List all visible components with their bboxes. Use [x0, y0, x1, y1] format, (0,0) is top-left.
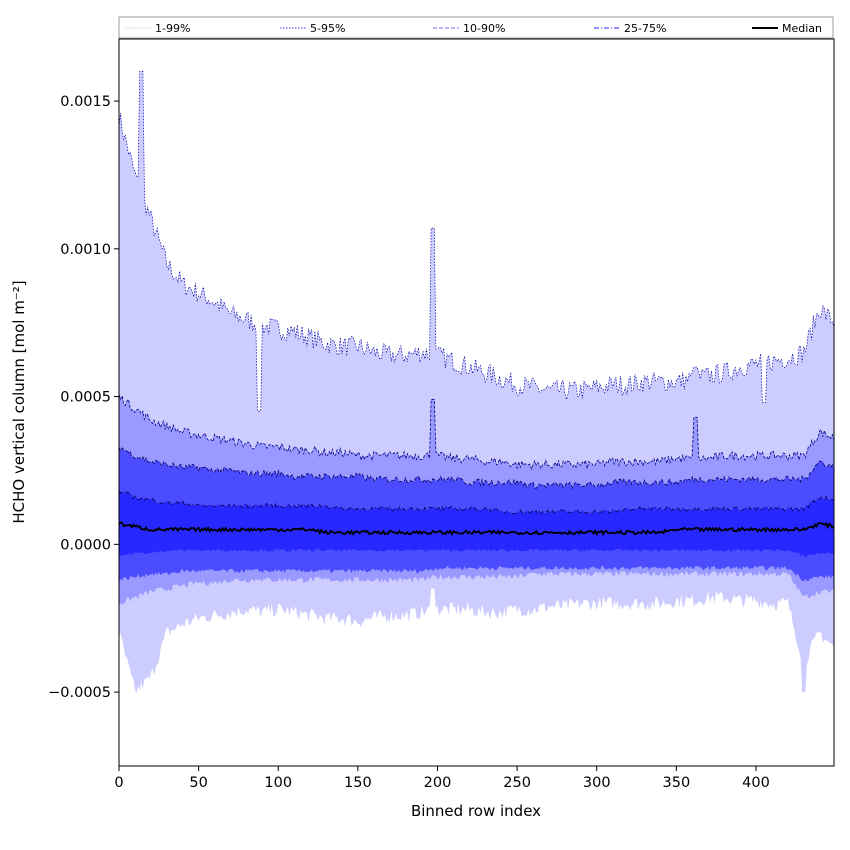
legend: 1-99% 5-95% 10-90% 25-75% Median — [118, 16, 834, 39]
x-tick-label: 200 — [424, 775, 452, 791]
line-median — [118, 521, 835, 537]
band-1-99 — [119, 71, 834, 694]
x-tick-label: 400 — [742, 775, 770, 791]
legend-label: 10-90% — [463, 22, 505, 35]
legend-label: 1-99% — [155, 22, 190, 35]
y-tick-label: 0.0010 — [60, 242, 111, 258]
x-tick-label: 50 — [189, 775, 207, 791]
x-tick-label: 150 — [344, 775, 372, 791]
x-tick-label: 300 — [583, 775, 611, 791]
legend-box — [118, 16, 834, 39]
y-tick-label: −0.0005 — [48, 685, 111, 701]
y-axis-label: HCHO vertical column [mol m⁻²] — [10, 280, 28, 523]
y-tick-label: 0.0005 — [60, 390, 111, 406]
legend-label: 5-95% — [310, 22, 345, 35]
y-tick-label: 0.0000 — [60, 537, 111, 553]
x-tick-label: 350 — [663, 775, 691, 791]
line-25-75-upper — [118, 490, 835, 515]
x-tick-label: 0 — [114, 775, 123, 791]
band-layers — [119, 71, 834, 694]
x-tick-label: 250 — [503, 775, 531, 791]
legend-label: 25-75% — [624, 22, 666, 35]
x-axis-label: Binned row index — [411, 802, 541, 820]
line-5-95-upper — [118, 394, 835, 471]
y-tick-label: 0.0015 — [60, 94, 111, 110]
x-tick-label: 100 — [264, 775, 292, 791]
y-axis-ticks: −0.0005 0.0000 0.0005 0.0010 0.0015 — [48, 94, 119, 701]
plot-frame — [118, 38, 835, 767]
percentile-lines — [118, 71, 835, 537]
line-10-90-upper — [118, 446, 835, 490]
x-axis-ticks: 0 50 100 150 200 250 300 350 400 — [114, 766, 770, 791]
legend-label: Median — [782, 22, 822, 35]
